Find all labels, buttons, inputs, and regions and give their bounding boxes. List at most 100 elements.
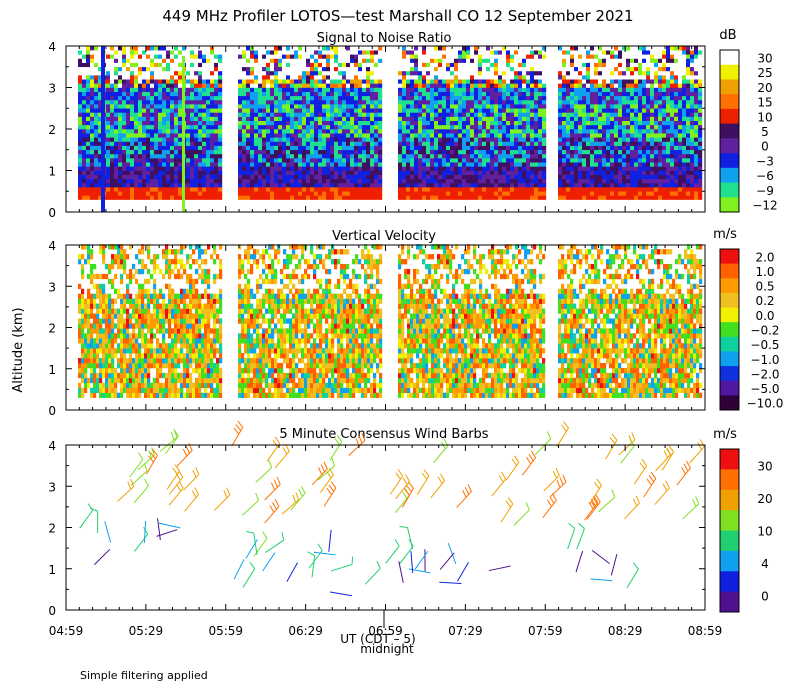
wind-barb-flag (552, 470, 557, 479)
wind-barb-flag (143, 463, 148, 471)
vertical-velocity-segment-4 (558, 244, 703, 398)
wind-barb-flag (563, 421, 569, 429)
wind-barb-flag (276, 476, 281, 485)
wind-ytick-label: 2 (48, 522, 56, 536)
wind-barb-flag (683, 463, 689, 472)
wind-barb-flag (641, 458, 648, 467)
snr-colorbar-swatch (720, 138, 739, 154)
wind-barb (319, 474, 334, 493)
wind-barb-flag (650, 471, 657, 479)
wind-barb-flag (194, 487, 200, 495)
wind-barb (274, 450, 290, 469)
wind-barb-flag (399, 526, 408, 529)
wind-barbs-panel-title: 5 Minute Consensus Wind Barbs (279, 427, 488, 442)
wind-barb-flag (408, 481, 414, 489)
wind-barb (590, 578, 613, 582)
wind-barb (416, 475, 430, 495)
wind-barb-flag (282, 446, 288, 455)
wind-barb-flag (631, 432, 636, 441)
wind-barbs-panel: 5 Minute Consensus Wind Barbs 0 1 2 3 4 04:59… (48, 420, 773, 638)
wind-barb (399, 545, 414, 565)
wind-barb (457, 561, 469, 582)
wind-barb-flag (394, 539, 400, 547)
wind-barb-flag (143, 527, 149, 535)
wind-barb-flag (562, 474, 567, 483)
wind-barb (158, 522, 181, 529)
wind-barb (410, 551, 414, 574)
wind-colorbar-swatch (720, 550, 739, 572)
time-tick-label: 06:29 (288, 624, 323, 638)
wind-barb-flag (646, 478, 652, 486)
vertical-velocity-panel: Vertical Velocity 0 1 2 3 4 m/s 2.01.00.50.20.… (48, 227, 783, 418)
wind-colorbar-label: 0 (761, 590, 769, 604)
wind-barb (348, 440, 366, 456)
vv-ytick-label: 1 (48, 363, 56, 377)
snr-colorbar-swatch (720, 123, 739, 139)
snr-colorbar-label: 5 (761, 125, 769, 139)
wind-barb-flag (513, 455, 520, 463)
wind-colorbar-label: 20 (757, 492, 772, 506)
wind-barb-flag (666, 448, 672, 456)
wind-barb-flag (692, 499, 697, 507)
wind-barb-flag (559, 477, 564, 486)
wind-barb (398, 561, 404, 583)
wind-barb-flag (561, 424, 567, 432)
wind-barb (157, 518, 161, 541)
snr-colorbar-swatch (720, 197, 739, 213)
snr-colorbar-label: 15 (757, 96, 772, 110)
wind-barb (505, 462, 520, 481)
wind-barb (488, 565, 511, 572)
time-tick-label: 06:59 (368, 624, 403, 638)
wind-barb-flag (328, 484, 335, 492)
snr-colorbar-swatch (720, 182, 739, 198)
wind-barb (213, 494, 231, 511)
wind-barb (643, 478, 657, 498)
wind-barb-flag (578, 522, 585, 529)
wind-barb-flag (507, 497, 514, 505)
wind-barb-flag (281, 532, 285, 541)
wind-barb-flag (405, 474, 410, 482)
vv-colorbar-swatch (720, 292, 739, 309)
wind-barb-flag (298, 488, 304, 497)
wind-barb-flag (662, 483, 668, 492)
snr-segment-4 (558, 46, 703, 200)
wind-barb (317, 465, 335, 481)
snr-plot-area (78, 46, 703, 212)
time-tick-label: 04:59 (49, 624, 84, 638)
wind-barb-flag (272, 502, 277, 510)
wind-barb-flag (300, 485, 306, 494)
wind-barb-flag (351, 556, 354, 565)
time-tick-label: 05:29 (129, 624, 164, 638)
wind-barb (313, 551, 336, 556)
vertical-velocity-segment-3 (398, 244, 546, 398)
wind-barb-flag (336, 434, 343, 442)
vv-colorbar-label: −2.0 (750, 367, 779, 381)
snr-colorbar-label: 10 (757, 110, 772, 124)
vv-colorbar-swatch (720, 263, 739, 279)
wind-barb-flag (526, 456, 532, 465)
wind-barb-flag (595, 494, 601, 503)
wind-barb (682, 503, 700, 520)
wind-barb-flag (272, 439, 278, 448)
vv-ytick-label: 2 (48, 322, 56, 336)
wind-barb (330, 591, 352, 597)
snr-colorbar-label: 30 (757, 51, 772, 65)
wind-barb-flag (235, 424, 242, 432)
vv-colorbar-swatch (720, 278, 739, 294)
wind-barb (253, 533, 258, 556)
vv-colorbar-swatch (720, 322, 739, 338)
wind-barb (329, 441, 343, 461)
snr-colorbar-label: −9 (756, 184, 774, 198)
wind-barb (104, 521, 112, 543)
wind-barb-flag (148, 450, 153, 459)
wind-barb-flag (192, 469, 197, 478)
wind-barb (231, 427, 244, 447)
snr-colorbar-swatch (720, 50, 739, 66)
snr-colorbar-swatch (720, 64, 739, 80)
x-axis-label: UT (CDT – 5) (340, 632, 416, 646)
wind-colorbar-swatch (720, 510, 739, 531)
snr-ytick-label: 3 (48, 82, 56, 96)
time-tick-label: 07:59 (528, 624, 563, 638)
vv-colorbar-label: 0.2 (755, 294, 774, 308)
